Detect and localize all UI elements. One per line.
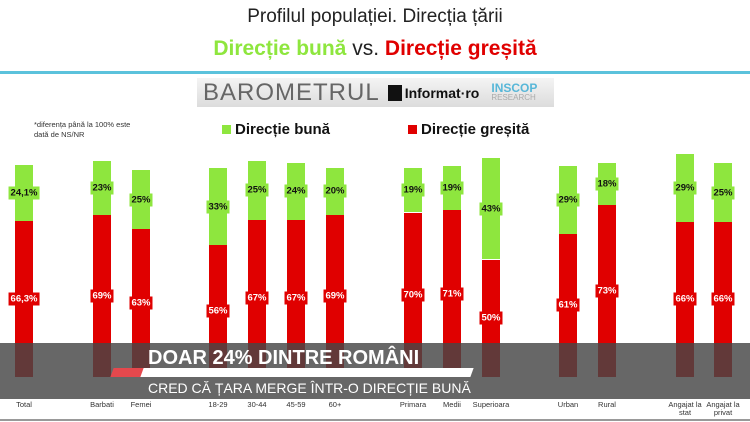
data-label-good: 29% [556, 193, 580, 207]
data-label-bad: 66,3% [8, 292, 40, 306]
inscop-logo: INSCOP RESEARCH [491, 80, 538, 102]
bottom-divider [0, 419, 750, 421]
legend-good: Direcție bună [222, 121, 330, 138]
legend-swatch-bad [408, 125, 417, 134]
category-label: Angajat la privat [706, 400, 740, 417]
chart-title: Profilul populației. Direcția țării [247, 6, 503, 27]
legend-swatch-good [222, 125, 231, 134]
data-label-bad: 66% [711, 292, 735, 306]
data-label-bad: 73% [595, 284, 619, 298]
data-label-good: 20% [323, 184, 347, 198]
divider [0, 71, 750, 74]
informat-logo: Informat·ro [387, 84, 479, 101]
barometru-logo: BAROMETRUL [203, 78, 380, 106]
category-label: Barbati [90, 400, 114, 409]
subtitle-bad: Direcție greșită [384, 37, 537, 60]
subtitle-vs: vs. [352, 37, 380, 60]
data-label-bad: 67% [245, 291, 269, 305]
category-label: 18-29 [208, 400, 228, 409]
data-label-bad: 50% [479, 311, 503, 325]
footnote: *diferența până la 100% este dată de NS/… [34, 120, 131, 139]
category-label: Superioara [472, 400, 510, 409]
data-label-bad: 56% [206, 304, 230, 318]
data-label-good: 33% [206, 200, 230, 214]
data-label-good: 19% [440, 181, 464, 195]
ticker-headline: DOAR 24% DINTRE ROMÂNI [148, 347, 420, 369]
category-label: Total [16, 400, 32, 409]
category-label: Femei [130, 400, 152, 409]
data-label-good: 24% [284, 184, 308, 198]
category-label: 45-59 [286, 400, 306, 409]
data-label-good: 19% [401, 183, 425, 197]
data-label-good: 29% [673, 181, 697, 195]
chart-subtitle: Direcție bună vs. Direcție greșită [0, 37, 750, 61]
data-label-bad: 67% [284, 291, 308, 305]
data-label-good: 23% [90, 181, 114, 195]
data-label-bad: 70% [401, 288, 425, 302]
data-label-good: 25% [129, 193, 153, 207]
data-label-good: 43% [479, 202, 503, 216]
category-label: 60+ [328, 400, 342, 409]
ticker-subline: CRED CĂ ȚARA MERGE ÎNTR-O DIRECȚIE BUNĂ [148, 380, 471, 396]
category-label: Rural [598, 400, 616, 409]
category-label: Primara [399, 400, 427, 409]
data-label-bad: 61% [556, 298, 580, 312]
data-label-bad: 69% [323, 289, 347, 303]
info-icon [387, 84, 402, 101]
data-label-good: 25% [711, 186, 735, 200]
data-label-bad: 63% [129, 296, 153, 310]
category-label: Angajat la stat [668, 400, 702, 417]
data-label-bad: 69% [90, 289, 114, 303]
data-label-good: 24,1% [8, 186, 40, 200]
data-label-good: 18% [595, 177, 619, 191]
data-label-bad: 71% [440, 287, 464, 301]
category-label: Urban [557, 400, 579, 409]
category-label: 30-44 [247, 400, 267, 409]
data-label-good: 25% [245, 183, 269, 197]
data-label-bad: 66% [673, 292, 697, 306]
category-label: Medii [443, 400, 461, 409]
subtitle-good: Direcție bună [213, 37, 347, 60]
legend-bad: Direcție greșită [408, 121, 529, 138]
sponsor-logos: BAROMETRUL Informat·ro INSCOP RESEARCH [197, 78, 554, 107]
